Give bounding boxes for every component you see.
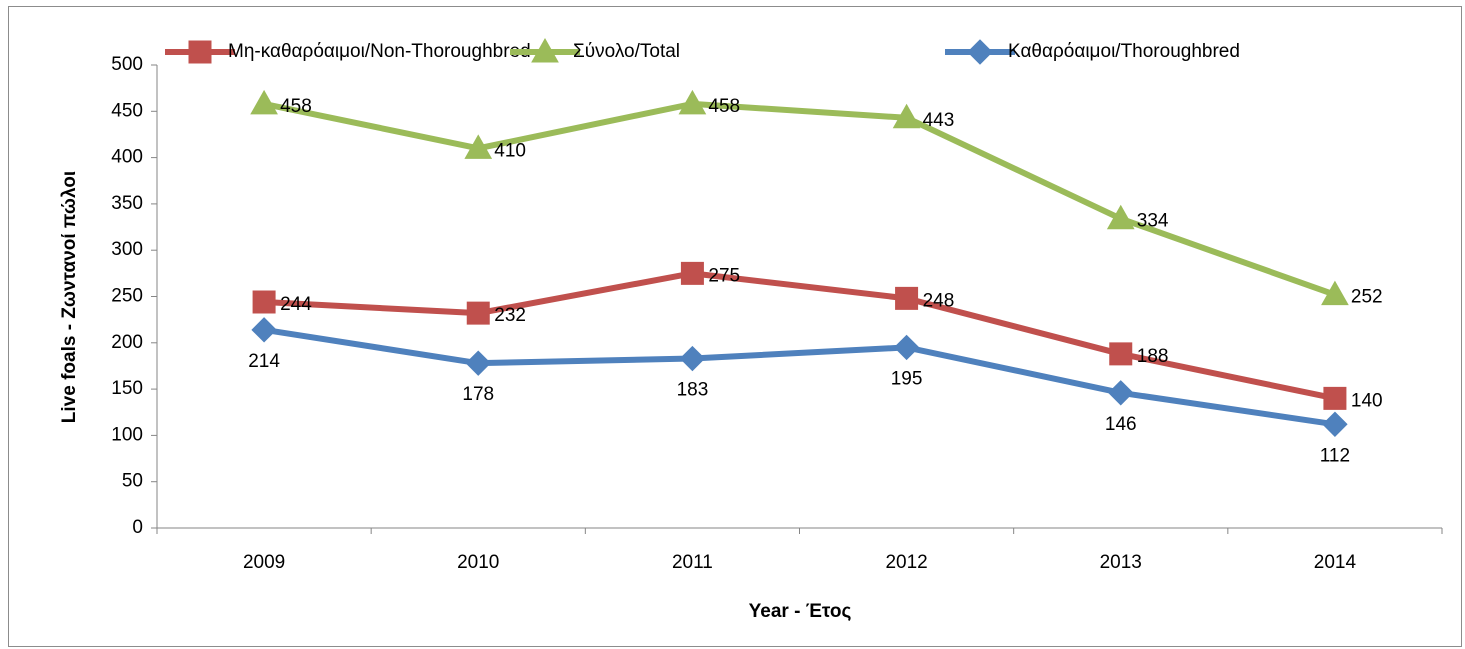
x-tick-label: 2012 (885, 552, 927, 573)
data-label: 275 (708, 265, 740, 286)
x-tick-label: 2011 (672, 552, 713, 573)
data-point (466, 301, 490, 325)
data-point (1109, 342, 1133, 366)
data-label: 178 (462, 384, 494, 405)
data-label: 183 (677, 380, 709, 401)
data-label: 214 (248, 351, 280, 372)
data-label: 248 (923, 290, 955, 311)
y-tick-label: 350 (111, 193, 143, 214)
data-point (465, 350, 491, 376)
x-tick-label: 2013 (1100, 552, 1142, 573)
legend-marker (531, 37, 559, 63)
data-label: 410 (494, 140, 526, 161)
data-label: 232 (494, 305, 526, 326)
data-label: 195 (891, 368, 923, 389)
data-point (678, 89, 707, 115)
legend-label: Μη-καθαρόαιμοι/Non-Thoroughbred (228, 41, 531, 62)
series-line (263, 100, 1336, 298)
y-tick-label: 250 (111, 286, 143, 307)
data-point (1106, 204, 1135, 230)
data-label: 146 (1105, 414, 1137, 435)
data-point (252, 290, 276, 314)
data-label: 112 (1320, 445, 1350, 466)
x-tick-label: 2014 (1314, 552, 1357, 573)
legend-label: Καθαρόαιμοι/Thoroughbred (1008, 41, 1240, 62)
legend-label: Σύνολο/Total (573, 41, 680, 62)
data-point (464, 134, 493, 159)
data-point (895, 286, 919, 310)
data-point (1108, 380, 1134, 406)
x-tick-label: 2009 (243, 552, 285, 573)
series-line (263, 326, 1336, 428)
y-tick-label: 450 (111, 100, 143, 121)
y-tick-label: 300 (111, 239, 143, 260)
y-axis-title: Live foals - Ζωντανοί πώλοι (59, 171, 80, 423)
legend-marker (188, 40, 212, 64)
y-tick-label: 0 (132, 517, 143, 538)
chart-border (8, 6, 1462, 647)
y-tick-label: 50 (122, 471, 143, 492)
data-label: 188 (1137, 346, 1169, 367)
data-label: 458 (708, 96, 740, 117)
data-label: 458 (280, 96, 312, 117)
data-label: 140 (1351, 390, 1383, 411)
data-point (679, 345, 706, 372)
y-tick-label: 500 (111, 54, 143, 75)
y-tick-label: 150 (111, 378, 143, 399)
data-label: 252 (1351, 287, 1383, 308)
data-point (680, 261, 704, 285)
data-point (250, 89, 278, 115)
x-tick-label: 2010 (457, 552, 499, 573)
data-label: 443 (923, 110, 955, 131)
legend-marker (967, 39, 993, 65)
y-tick-label: 100 (111, 424, 143, 445)
data-point (1322, 411, 1348, 437)
y-tick-label: 200 (111, 332, 143, 353)
data-point (1323, 386, 1347, 410)
data-point (1321, 280, 1349, 306)
data-label: 334 (1137, 211, 1169, 232)
y-tick-label: 400 (111, 147, 143, 168)
series-line (263, 270, 1336, 402)
data-point (251, 317, 277, 343)
data-label: 244 (280, 294, 312, 315)
data-point (892, 103, 921, 129)
data-point (893, 334, 920, 361)
x-axis-title: Year - Έτος (749, 601, 852, 622)
